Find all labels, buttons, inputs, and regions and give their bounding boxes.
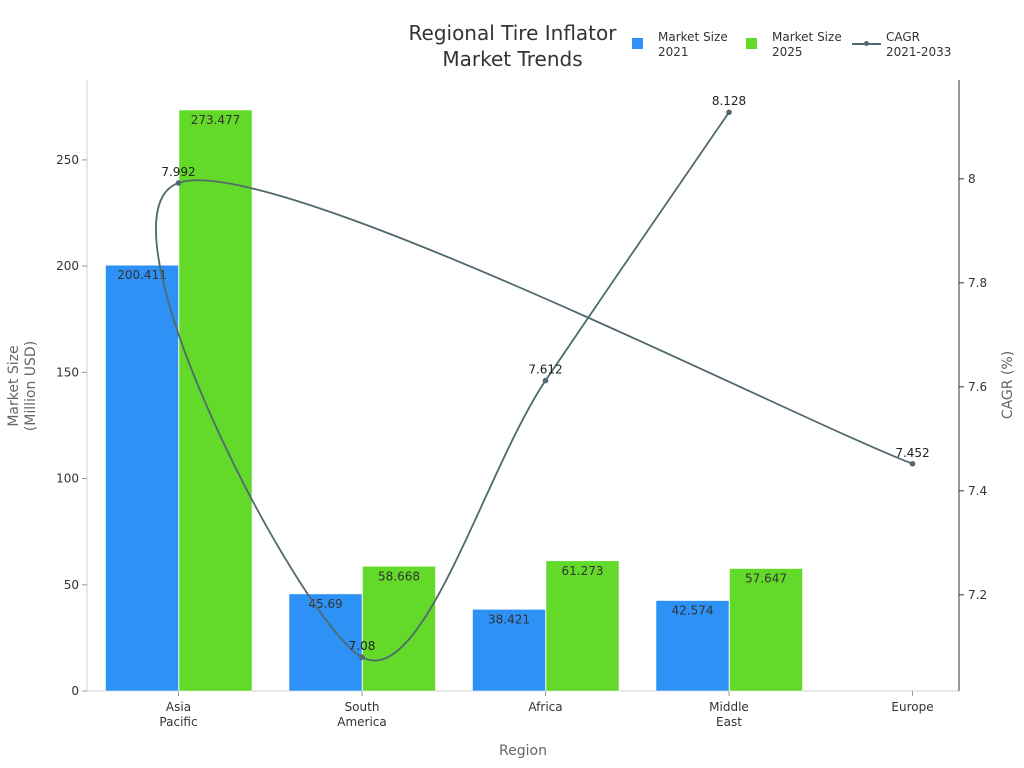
y2-tick-label: 8 xyxy=(968,172,976,186)
bar-2021 xyxy=(105,264,179,692)
title-line: Market Trends xyxy=(442,47,583,71)
x-tick-label: South xyxy=(345,700,380,714)
y-tick-label: 100 xyxy=(56,472,79,486)
y-tick-label: 200 xyxy=(56,259,79,273)
bar-data-label: 200.411 xyxy=(117,268,167,282)
cagr-point xyxy=(909,460,916,467)
legend-marker xyxy=(864,41,869,46)
legend-label: 2025 xyxy=(772,45,803,59)
y2-tick-label: 7.4 xyxy=(968,484,987,498)
bar-data-label: 58.668 xyxy=(378,569,420,583)
cagr-line xyxy=(155,111,913,662)
cagr-point xyxy=(175,180,182,186)
y-tick-label: 250 xyxy=(56,153,79,167)
y2-tick-label: 7.2 xyxy=(968,588,987,602)
chart-title: Regional Tire Inflator Market Trends xyxy=(390,20,635,72)
cagr-data-label: 7.452 xyxy=(895,446,929,460)
bar-2025 xyxy=(545,560,620,692)
y2-tick-label: 7.6 xyxy=(968,380,987,394)
cagr-data-label: 7.08 xyxy=(349,639,376,653)
x-tick-label: America xyxy=(337,715,387,729)
y2-tick-label: 7.8 xyxy=(968,276,987,290)
bar-data-label: 61.273 xyxy=(562,564,604,578)
bar-data-label: 38.421 xyxy=(488,612,530,626)
bar-data-label: 42.574 xyxy=(672,604,714,618)
legend-swatch xyxy=(632,38,643,49)
x-tick-label: Asia xyxy=(166,700,191,714)
legend-swatch xyxy=(746,38,757,49)
bar-2025 xyxy=(362,566,436,692)
cagr-data-label: 7.612 xyxy=(528,363,562,377)
cagr-data-label: 8.128 xyxy=(712,94,746,108)
y-tick-label: 0 xyxy=(71,684,79,698)
y-tick-label: 50 xyxy=(64,578,79,592)
title-line: Regional Tire Inflator xyxy=(408,21,617,45)
x-tick-label: Africa xyxy=(528,700,562,714)
bar-data-label: 273.477 xyxy=(191,113,241,127)
x-tick-label: East xyxy=(716,715,742,729)
bar-2025 xyxy=(178,109,253,692)
x-axis-title: Region xyxy=(499,743,547,759)
y-axis-title: Market Size(Million USD) xyxy=(6,341,39,431)
cagr-point xyxy=(359,654,365,660)
legend-label: Market Size xyxy=(658,30,728,44)
bar-2021 xyxy=(472,609,546,692)
x-tick-label: Pacific xyxy=(159,715,197,729)
bar-2021 xyxy=(288,593,363,692)
cagr-point xyxy=(726,109,732,116)
bar-data-label: 57.647 xyxy=(745,572,787,586)
y2-axis-title: CAGR (%) xyxy=(1000,351,1016,419)
legend-item-cagr[interactable]: CAGR 2021-2033 xyxy=(852,30,951,60)
legend-item-2021[interactable]: Market Size 2021 xyxy=(632,30,728,60)
legend-label: 2021-2033 xyxy=(886,45,952,59)
legend-label: CAGR xyxy=(886,30,921,44)
legend-label: Market Size xyxy=(772,30,842,44)
cagr-point xyxy=(542,377,549,384)
x-tick-label: Middle xyxy=(709,700,749,714)
bar-2025 xyxy=(729,568,803,692)
legend-label: 2021 xyxy=(658,45,689,59)
legend-item-2025[interactable]: Market Size 2025 xyxy=(746,30,842,60)
cagr-data-label: 7.992 xyxy=(161,165,195,179)
x-tick-label: Europe xyxy=(891,700,933,714)
bar-2021 xyxy=(655,600,730,692)
y-tick-label: 150 xyxy=(56,365,79,379)
